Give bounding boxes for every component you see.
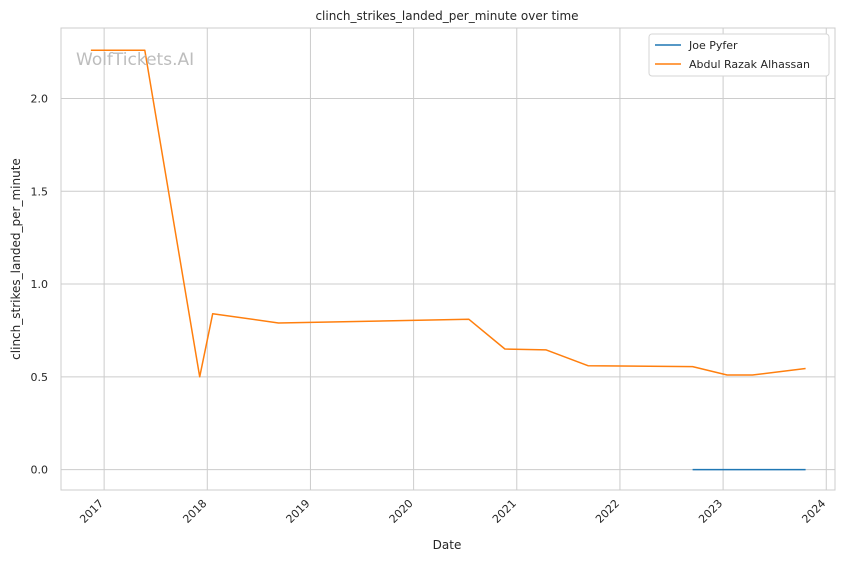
y-tick-label: 1.0 xyxy=(31,278,49,291)
watermark: WolfTickets.AI xyxy=(76,50,194,70)
x-tick-label: 2020 xyxy=(387,497,416,526)
legend-label: Joe Pyfer xyxy=(688,39,738,52)
y-tick-label: 2.0 xyxy=(31,93,49,106)
y-tick-label: 0.0 xyxy=(31,464,49,477)
legend: Joe Pyfer Abdul Razak Alhassan xyxy=(648,33,830,77)
x-tick-label: 2024 xyxy=(799,497,828,526)
series-lines xyxy=(90,49,806,471)
x-tick-label: 2017 xyxy=(77,497,106,526)
chart-title: clinch_strikes_landed_per_minute over ti… xyxy=(315,9,578,23)
x-tick-label: 2019 xyxy=(284,497,313,526)
x-axis-label: Date xyxy=(433,538,462,552)
y-tick-label: 1.5 xyxy=(31,185,49,198)
y-axis-label: clinch_strikes_landed_per_minute xyxy=(9,158,23,360)
x-tick-label: 2023 xyxy=(696,497,725,526)
x-tick-label: 2022 xyxy=(593,497,622,526)
y-tick-label: 0.5 xyxy=(31,371,49,384)
series-line-2 xyxy=(90,49,806,378)
x-tick-labels: 2017 2018 2019 2020 2021 2022 2023 2024 xyxy=(77,497,828,526)
grid-lines xyxy=(61,28,835,490)
y-tick-labels: 0.0 0.5 1.0 1.5 2.0 xyxy=(31,93,49,477)
x-tick-label: 2021 xyxy=(490,497,519,526)
x-tick-label: 2018 xyxy=(180,497,209,526)
legend-label: Abdul Razak Alhassan xyxy=(689,58,810,71)
plot-area xyxy=(60,27,836,491)
legend-box xyxy=(648,33,830,77)
